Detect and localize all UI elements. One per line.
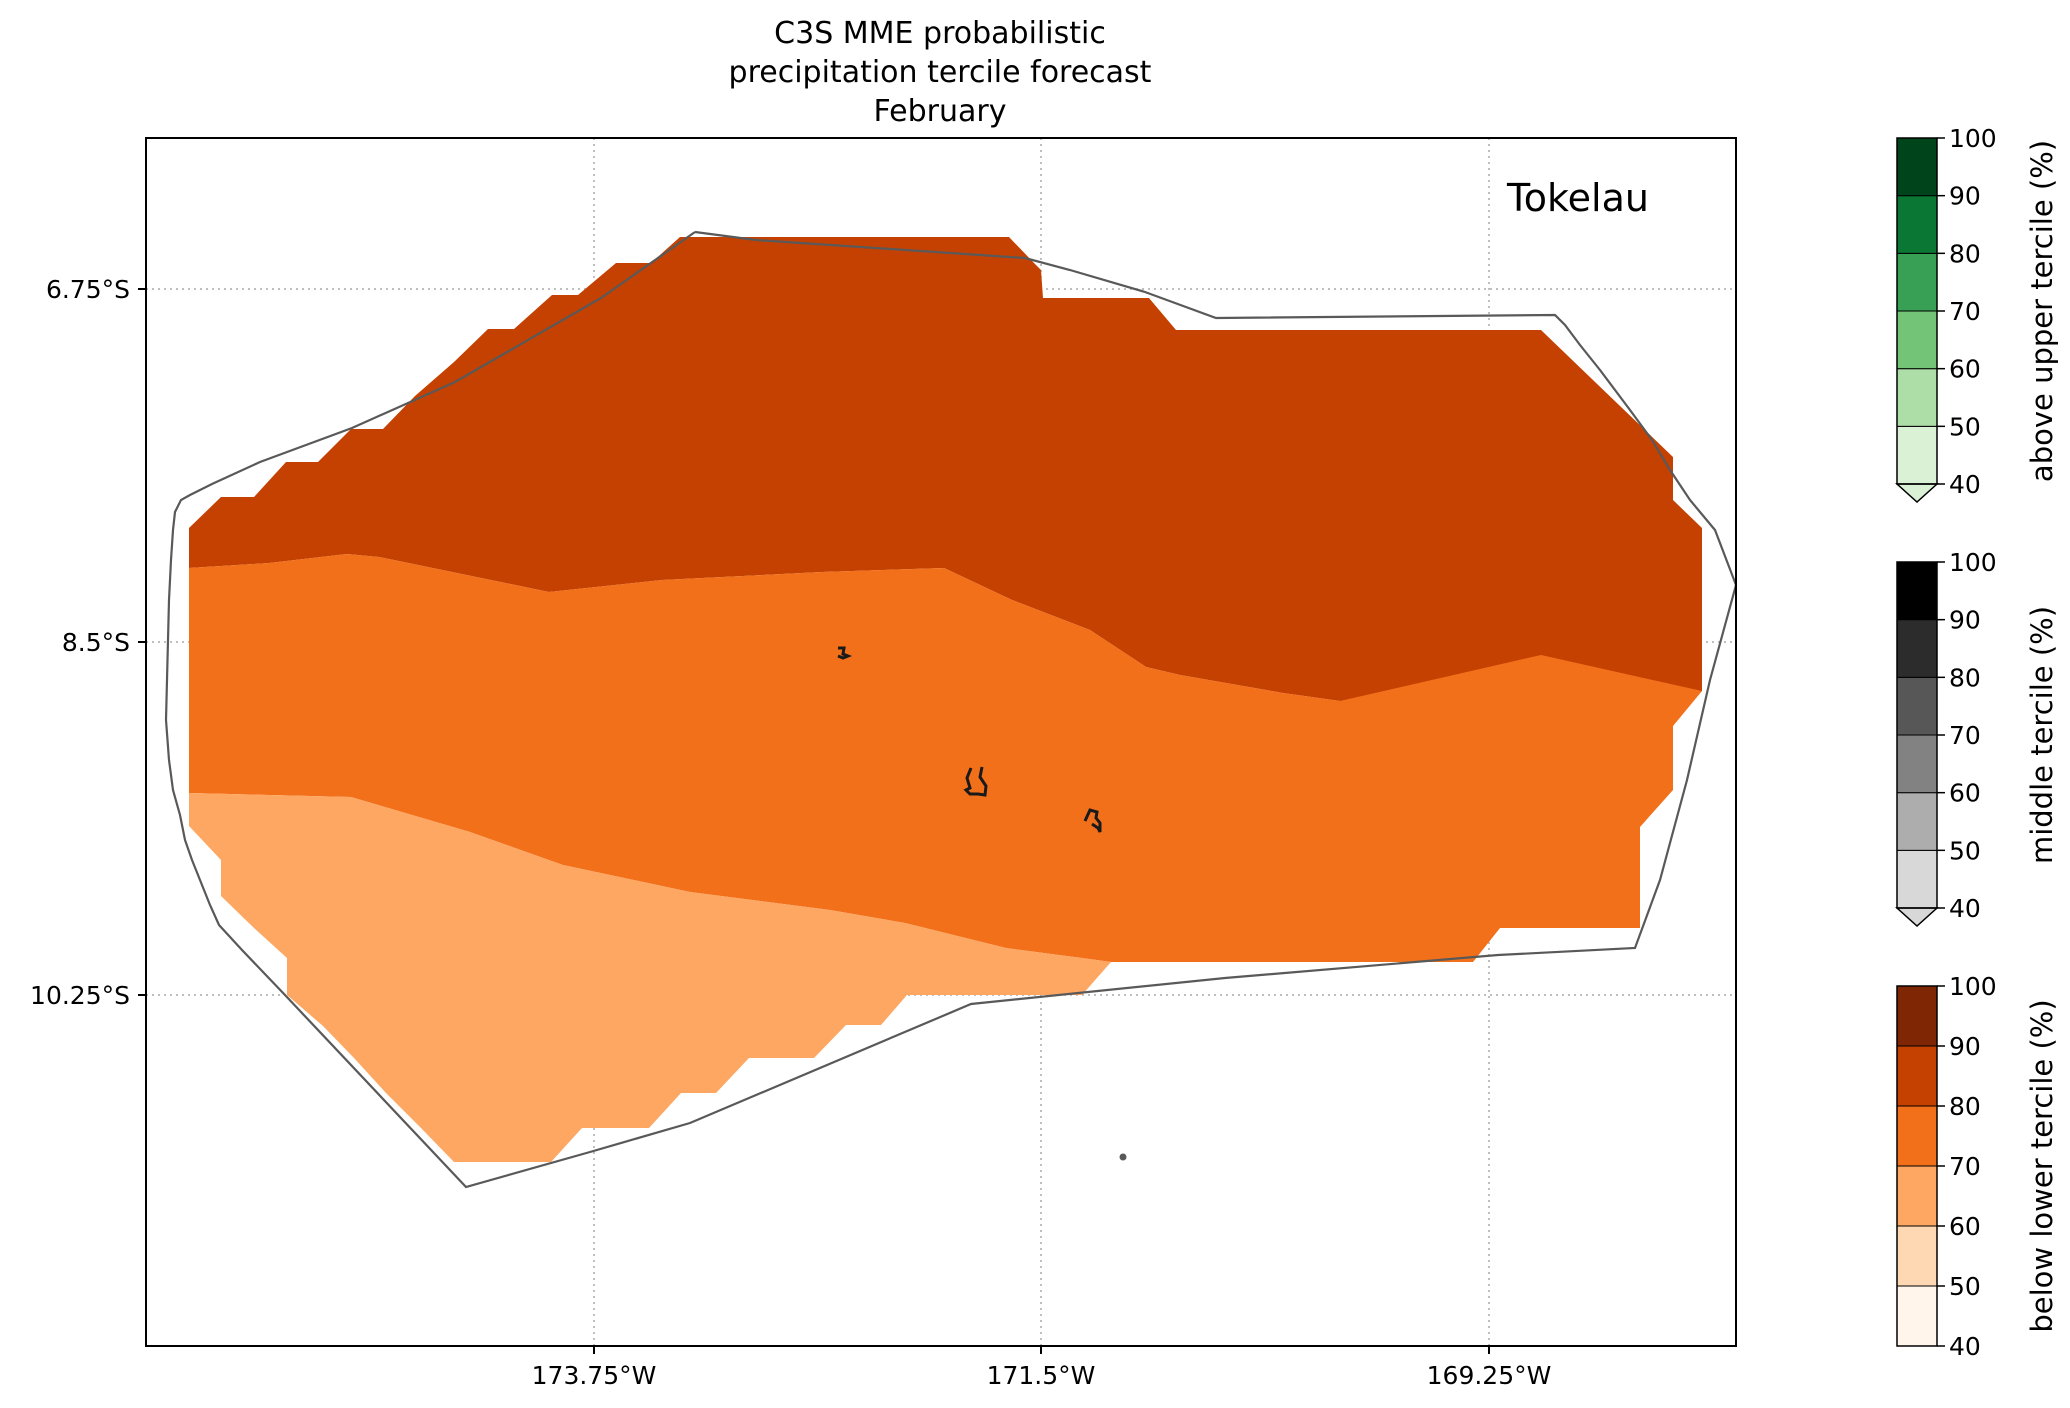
eez-boundary — [164, 230, 1738, 1189]
colorbar-tick-label: 70 — [1949, 721, 1981, 750]
colorbar-tick-label: 70 — [1949, 1152, 1981, 1181]
colorbar-segment — [1896, 368, 1938, 427]
colorbar-tick-label: 60 — [1949, 355, 1981, 384]
colorbar-tick-label: 40 — [1949, 1332, 1981, 1361]
colorbar-tick-label: 50 — [1949, 1272, 1981, 1301]
lon-tick-label-173-75: 173.75°W — [532, 1361, 657, 1390]
colorbar-segment — [1896, 676, 1938, 736]
colorbar-label: below lower tercile (%) — [2025, 999, 2059, 1332]
colorbar-segment — [1896, 310, 1938, 370]
lat-tick-label-10-25: 10.25°S — [30, 981, 130, 1010]
lat-tick-label-6-75: 6.75°S — [46, 275, 130, 304]
colorbar-segment — [1896, 1225, 1938, 1287]
colorbar-tick-label: 80 — [1949, 663, 1981, 692]
colorbar-label: middle tercile (%) — [2025, 606, 2059, 864]
colorbar-tick-label: 80 — [1949, 239, 1981, 268]
chart-title-line-3: February — [874, 94, 1007, 129]
colorbar-tick-label: 90 — [1949, 182, 1981, 211]
colorbar-tick-label: 70 — [1949, 297, 1981, 326]
forecast-area-below-80-90-main — [189, 237, 1702, 701]
colorbar-below-lower-tercile: 40 50 60 70 80 90 100 below lower tercile (%) — [1896, 972, 2059, 1361]
atoll-nukunonu — [963, 766, 988, 797]
colorbar-segment — [1896, 734, 1938, 794]
chart-title-line-2: precipitation tercile forecast — [729, 55, 1152, 90]
colorbar-tick-label: 50 — [1949, 412, 1981, 441]
colorbar-tick-label: 100 — [1949, 972, 1997, 1001]
colorbar-tick-label: 60 — [1949, 1212, 1981, 1241]
colorbar-segment — [1896, 792, 1938, 851]
colorbar-middle-tercile: 40 50 60 70 80 90 100 middle tercile (%) — [1895, 548, 2059, 928]
islet-swains — [1119, 1153, 1127, 1161]
lon-tick-label-171-5: 171.5°W — [987, 1361, 1096, 1390]
colorbar-tick-label: 40 — [1949, 470, 1981, 499]
atolls — [837, 646, 1102, 833]
axis-ticks — [138, 288, 1490, 1354]
colorbar-tick-label: 50 — [1949, 836, 1981, 865]
region-label: Tokelau — [1506, 176, 1649, 220]
colorbar-segment — [1896, 1105, 1938, 1167]
colorbar-segment — [1896, 561, 1938, 621]
colorbar-extend-triangle — [1895, 907, 1939, 928]
colorbar-extend-triangle — [1895, 483, 1939, 504]
colorbar-segment — [1896, 425, 1938, 485]
colorbar-tick-label: 100 — [1949, 548, 1997, 577]
colorbar-segment — [1896, 137, 1938, 197]
colorbar-segment — [1896, 1285, 1938, 1347]
colorbar-tick-label: 100 — [1949, 124, 1997, 153]
colorbar-segment — [1896, 1045, 1938, 1107]
colorbar-segment — [1896, 849, 1938, 909]
colorbar-tick-label: 60 — [1949, 779, 1981, 808]
chart-title-line-1: C3S MME probabilistic — [774, 16, 1106, 51]
lat-tick-label-8-5: 8.5°S — [62, 628, 130, 657]
colorbar-tick-label: 40 — [1949, 894, 1981, 923]
colorbar-tick-label: 80 — [1949, 1092, 1981, 1121]
forecast-area-below-70-80 — [189, 554, 1702, 962]
colorbar-tick-label: 90 — [1949, 606, 1981, 635]
atoll-fakaofo — [1083, 808, 1102, 833]
atoll-atafu — [837, 646, 853, 660]
colorbar-segment — [1896, 252, 1938, 312]
colorbar-segment — [1896, 985, 1938, 1047]
colorbar-segment — [1896, 619, 1938, 678]
colorbar-above-upper-tercile: 40 50 60 70 80 90 100 above upper tercile (%) — [1895, 124, 2059, 504]
map-frame — [145, 137, 1737, 1347]
colorbar-label: above upper tercile (%) — [2025, 140, 2059, 482]
colorbar-tick-label: 90 — [1949, 1032, 1981, 1061]
colorbar-segment — [1896, 1165, 1938, 1227]
colorbar-segment — [1896, 195, 1938, 254]
lon-tick-label-169-25: 169.25°W — [1427, 1361, 1552, 1390]
forecast-area-below-60-70 — [189, 793, 1111, 1162]
